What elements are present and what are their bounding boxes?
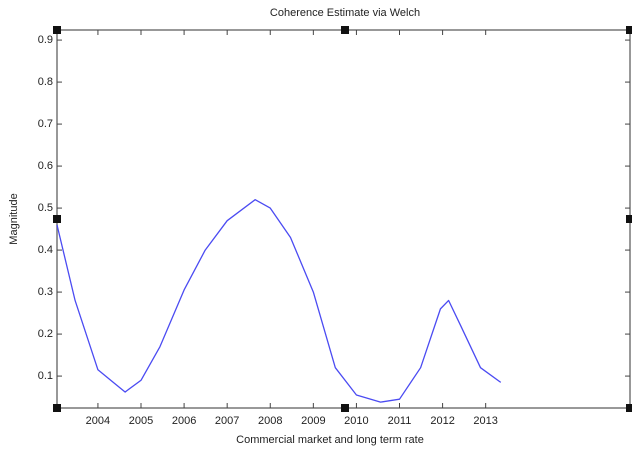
x-tick-label: 2012 xyxy=(430,415,454,427)
y-tick-label: 0.7 xyxy=(38,118,53,130)
y-tick-label: 0.8 xyxy=(38,76,53,88)
handle[interactable] xyxy=(626,404,632,412)
x-tick-label: 2004 xyxy=(86,415,110,427)
handle[interactable] xyxy=(53,215,61,223)
y-tick-label: 0.4 xyxy=(38,244,53,256)
data-line xyxy=(56,199,502,403)
chart-title: Coherence Estimate via Welch xyxy=(270,7,420,19)
handle[interactable] xyxy=(626,215,632,223)
x-tick-label: 2007 xyxy=(215,415,239,427)
y-tick-label: 0.5 xyxy=(38,202,53,214)
x-tick-label: 2011 xyxy=(388,415,412,427)
y-tick-label: 0.6 xyxy=(38,160,53,172)
x-tick-label: 2006 xyxy=(172,415,196,427)
x-tick-label: 2008 xyxy=(258,415,282,427)
handle[interactable] xyxy=(53,26,61,34)
x-axis-label: Commercial market and long term rate xyxy=(236,434,424,446)
x-tick-label: 2005 xyxy=(129,415,153,427)
y-tick-label: 0.9 xyxy=(38,34,53,46)
x-tick-label: 2009 xyxy=(301,415,325,427)
resize-handles[interactable] xyxy=(53,26,632,412)
plot-frame xyxy=(56,29,631,409)
y-tick-label: 0.3 xyxy=(38,286,53,298)
handle[interactable] xyxy=(341,26,349,34)
y-tick-label: 0.2 xyxy=(38,328,53,340)
y-axis-label: Magnitude xyxy=(8,193,20,244)
x-tick-label: 2010 xyxy=(344,415,368,427)
handle[interactable] xyxy=(626,26,632,34)
handle[interactable] xyxy=(341,404,349,412)
y-tick-label: 0.1 xyxy=(38,370,53,382)
handle[interactable] xyxy=(53,404,61,412)
x-tick-label: 2013 xyxy=(473,415,497,427)
